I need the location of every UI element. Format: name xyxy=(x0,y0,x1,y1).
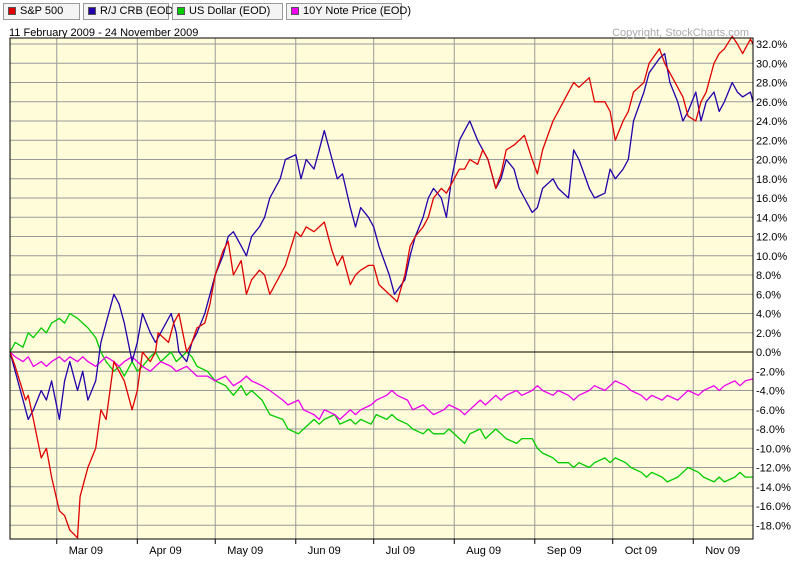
y-tick-label: -6.0% xyxy=(756,405,785,417)
legend-label: S&P 500 xyxy=(20,5,64,17)
x-tick-label: Oct 09 xyxy=(625,545,657,557)
x-axis-ticks: Mar 09 Apr 09 May 09 Jun 09 Jul 09 Aug 09 Sep … xyxy=(56,539,740,557)
plot-border xyxy=(9,37,754,540)
plot-background xyxy=(10,38,753,539)
series-line-1 xyxy=(9,52,754,421)
x-tick-label: Jun 09 xyxy=(308,545,341,557)
legend-swatch xyxy=(88,7,96,15)
y-tick-label: 24.0% xyxy=(756,116,787,128)
legend-item-1[interactable]: R/J CRB (EOD) xyxy=(83,3,177,20)
y-tick-label: 26.0% xyxy=(756,97,787,109)
y-tick-label: -14.0% xyxy=(756,482,791,494)
y-tick-label: 22.0% xyxy=(756,135,787,147)
legend: S&P 500 R/J CRB (EOD) US Dollar (EOD) 10Y N… xyxy=(0,0,796,24)
y-tick-label: 12.0% xyxy=(756,232,787,244)
y-tick-label: 2.0% xyxy=(756,328,781,340)
x-tick-label: Sep 09 xyxy=(547,545,582,557)
y-tick-label: 18.0% xyxy=(756,174,787,186)
x-gridlines xyxy=(56,38,694,539)
x-tick-label: Mar 09 xyxy=(69,545,103,557)
y-tick-label: 32.0% xyxy=(756,39,787,51)
legend-swatch xyxy=(177,7,185,15)
x-tick-label: Jul 09 xyxy=(386,545,415,557)
legend-label: US Dollar (EOD) xyxy=(189,5,271,17)
copyright-label: Copyright, StockCharts.com xyxy=(612,27,749,39)
y-tick-label: 6.0% xyxy=(756,289,781,301)
legend-item-0[interactable]: S&P 500 xyxy=(3,3,80,20)
y-tick-label: 16.0% xyxy=(756,193,787,205)
x-tick-label: Apr 09 xyxy=(149,545,181,557)
series-layer xyxy=(9,35,754,539)
x-tick-label: May 09 xyxy=(227,545,263,557)
series-line-3 xyxy=(9,351,754,421)
y-tick-label: 10.0% xyxy=(756,251,787,263)
legend-swatch xyxy=(291,7,299,15)
y-tick-label: 14.0% xyxy=(756,212,787,224)
y-tick-label: 8.0% xyxy=(756,270,781,282)
y-tick-label: -18.0% xyxy=(756,520,791,532)
y-tick-label: -2.0% xyxy=(756,366,785,378)
series-line-2 xyxy=(9,312,753,483)
x-tick-label: Nov 09 xyxy=(705,545,740,557)
y-tick-label: -12.0% xyxy=(756,463,791,475)
y-gridlines xyxy=(10,43,753,526)
date-range-label: 11 February 2009 - 24 November 2009 xyxy=(9,27,199,39)
y-tick-label: -8.0% xyxy=(756,424,785,436)
legend-label: R/J CRB (EOD) xyxy=(100,5,177,17)
y-tick-label: 0.0% xyxy=(756,347,781,359)
y-tick-label: 28.0% xyxy=(756,78,787,90)
y-tick-label: -4.0% xyxy=(756,386,785,398)
legend-item-3[interactable]: 10Y Note Price (EOD) xyxy=(286,3,411,20)
y-tick-label: 20.0% xyxy=(756,155,787,167)
y-tick-label: -16.0% xyxy=(756,501,791,513)
y-axis-ticks: 32.0% 30.0% 28.0% 26.0% 24.0% 22.0% 20.0% 18.0%… xyxy=(756,39,791,532)
legend-item-2[interactable]: US Dollar (EOD) xyxy=(172,3,283,20)
legend-swatch xyxy=(8,7,16,15)
y-tick-label: 4.0% xyxy=(756,309,781,321)
series-line-0 xyxy=(9,35,754,539)
x-tick-label: Aug 09 xyxy=(466,545,501,557)
y-tick-label: 30.0% xyxy=(756,58,787,70)
y-tick-label: -10.0% xyxy=(756,443,791,455)
legend-label: 10Y Note Price (EOD) xyxy=(303,5,412,17)
